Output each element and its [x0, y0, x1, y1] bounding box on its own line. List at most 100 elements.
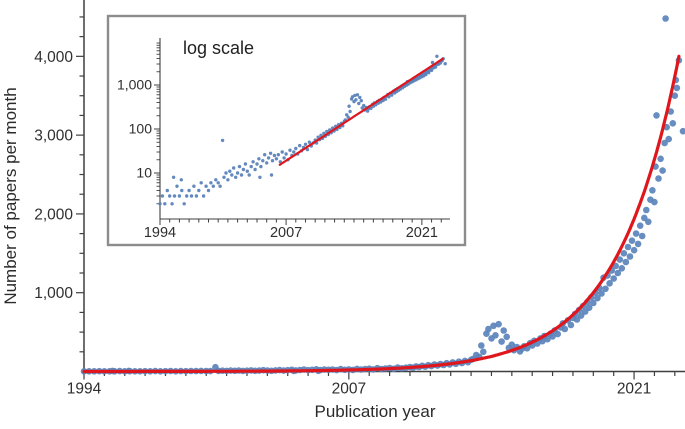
inset-data-point — [266, 156, 271, 160]
inset-data-point — [288, 148, 292, 152]
inset-data-point — [179, 178, 183, 182]
inset-data-point — [243, 162, 248, 166]
data-point — [634, 240, 642, 248]
inset-data-point — [201, 194, 206, 198]
x-tick-label: 2021 — [617, 381, 651, 398]
inset-data-point — [197, 188, 201, 193]
inset-data-point — [269, 173, 274, 177]
data-point — [657, 155, 664, 163]
x-tick-label: 2007 — [332, 381, 366, 398]
inset-data-point — [234, 175, 238, 179]
data-point — [485, 325, 492, 333]
data-point — [598, 290, 605, 297]
inset-data-point — [259, 164, 263, 169]
inset-data-point — [163, 202, 167, 206]
data-point — [636, 222, 644, 229]
data-point — [498, 338, 505, 345]
inset-data-point — [206, 188, 211, 193]
inset-data-point — [168, 194, 172, 198]
inset-data-point — [185, 194, 189, 198]
inset-data-point — [276, 153, 280, 157]
data-point — [638, 232, 646, 240]
inset-data-point — [170, 202, 174, 206]
inset-data-point — [429, 68, 434, 73]
inset-data-point — [261, 159, 265, 163]
inset-data-point — [232, 166, 236, 170]
data-point — [662, 15, 669, 22]
inset-data-point — [355, 93, 360, 97]
inset-data-point — [224, 171, 228, 175]
inset-data-point — [158, 202, 162, 206]
inset-data-point — [216, 181, 220, 185]
data-point — [573, 316, 581, 323]
data-point — [508, 341, 516, 349]
inset-data-point — [270, 159, 275, 163]
inset-data-point — [346, 115, 350, 119]
inset-x-tick-label: 2007 — [270, 225, 302, 241]
data-point — [606, 280, 613, 287]
data-point — [620, 250, 628, 257]
inset-data-point — [443, 62, 447, 66]
inset-data-point — [177, 194, 182, 198]
inset-data-point — [245, 169, 249, 173]
inset-data-point — [357, 101, 361, 106]
inset-plot-area: 10 100 1,000 1994 2007 2021 — [117, 38, 450, 241]
data-point — [478, 342, 485, 349]
y-tick-label: 1,000 — [34, 285, 73, 302]
inset-data-point — [292, 150, 296, 154]
y-axis-title: Number of papers per month — [1, 87, 20, 304]
data-point — [480, 348, 487, 356]
inset-data-point — [220, 138, 225, 143]
data-point — [673, 84, 681, 92]
inset-data-point — [282, 156, 286, 160]
data-point — [610, 275, 617, 282]
data-point — [561, 325, 569, 333]
inset-data-point — [325, 129, 329, 134]
data-point — [590, 299, 597, 307]
data-point — [585, 304, 593, 312]
inset-exponential-fit-line — [278, 57, 444, 166]
data-point — [651, 198, 658, 206]
inset-log-scale-label: log scale — [183, 38, 254, 58]
inset-data-point — [255, 162, 259, 166]
inset-data-point — [390, 93, 394, 97]
data-point — [616, 256, 624, 263]
data-point — [653, 112, 660, 119]
inset-frame — [106, 14, 467, 247]
inset-data-point — [387, 95, 391, 99]
inset-data-point — [218, 184, 222, 188]
inset-data-point — [280, 150, 284, 154]
inset-data-point — [307, 140, 312, 144]
data-point — [661, 139, 668, 147]
inset-data-point — [347, 104, 351, 108]
inset-y-tick-label: 100 — [129, 121, 153, 137]
data-point — [594, 294, 601, 302]
data-point — [495, 320, 502, 328]
inset-data-point — [165, 188, 169, 193]
inset-data-point — [235, 171, 240, 175]
inset-data-point — [175, 184, 179, 188]
inset-data-point — [268, 151, 273, 155]
data-point — [618, 265, 626, 272]
data-point — [492, 332, 499, 339]
inset-data-point — [211, 184, 215, 188]
inset-data-point — [257, 157, 261, 161]
inset-data-point — [214, 178, 218, 182]
inset-data-point — [241, 167, 246, 172]
data-point — [602, 285, 609, 293]
main-plot: 1,000 2,000 3,000 4,000 1994 2007 2021 — [34, 0, 685, 398]
inset-data-point — [294, 146, 298, 151]
data-point — [500, 327, 508, 334]
inset-data-point — [272, 153, 277, 158]
data-point — [490, 322, 497, 330]
data-point — [626, 253, 634, 260]
inset-y-tick-label: 10 — [136, 165, 152, 181]
inset-data-point — [192, 184, 196, 188]
inset-data-point — [222, 175, 226, 179]
inset-data-point — [247, 173, 251, 177]
inset-data-point — [265, 161, 269, 165]
inset-data-point — [430, 60, 435, 65]
inset-data-point — [249, 164, 253, 169]
